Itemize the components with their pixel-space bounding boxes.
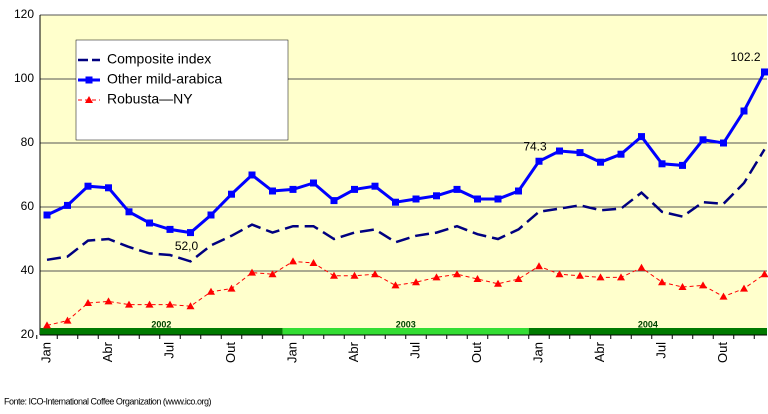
- x-tick-label: Out: [715, 342, 730, 363]
- legend: Composite index Other mild-arabica Robusta…: [76, 40, 288, 140]
- point: [536, 158, 543, 165]
- point: [105, 184, 112, 191]
- point: [228, 191, 235, 198]
- point: [659, 160, 666, 167]
- point: [85, 183, 92, 190]
- point: [679, 162, 686, 169]
- x-tick-label: Out: [223, 342, 238, 363]
- point: [638, 133, 645, 140]
- point: [372, 183, 379, 190]
- point: [86, 77, 93, 84]
- point: [331, 197, 338, 204]
- point: [597, 159, 604, 166]
- point: [351, 186, 358, 193]
- y-tick-label: 80: [21, 135, 35, 149]
- point: [126, 208, 133, 215]
- year-label: 2004: [638, 319, 658, 329]
- y-tick-label: 60: [21, 199, 35, 213]
- point: [44, 212, 51, 219]
- point: [310, 180, 317, 187]
- x-tick-label: Abr: [100, 341, 115, 362]
- data-label: 52,0: [175, 239, 199, 253]
- point: [495, 196, 502, 203]
- legend-label: Composite index: [107, 51, 211, 67]
- x-tick-label: Abr: [346, 341, 361, 362]
- point: [700, 136, 707, 143]
- year-label: 2002: [151, 319, 171, 329]
- point: [290, 186, 297, 193]
- point: [433, 192, 440, 199]
- point: [515, 188, 522, 195]
- point: [454, 186, 461, 193]
- y-tick-label: 100: [14, 71, 34, 85]
- point: [208, 212, 215, 219]
- x-tick-label: Jul: [653, 342, 668, 359]
- point: [577, 149, 584, 156]
- x-tick-label: Jan: [284, 342, 299, 363]
- x-tick-label: Jul: [161, 342, 176, 359]
- y-tick-label: 120: [14, 7, 34, 21]
- point: [761, 68, 768, 75]
- data-label: 74.3: [523, 139, 547, 153]
- y-tick-label: 20: [21, 327, 35, 341]
- point: [474, 196, 481, 203]
- y-tick-label: 40: [21, 263, 35, 277]
- legend-label: Other mild-arabica: [107, 71, 222, 87]
- point: [741, 108, 748, 115]
- point: [146, 220, 153, 227]
- x-tick-label: Jan: [530, 342, 545, 363]
- source-note: Fonte: ICO-International Coffee Organiza…: [4, 396, 211, 406]
- point: [618, 151, 625, 158]
- x-tick-label: Out: [469, 342, 484, 363]
- x-tick-label: Jul: [407, 342, 422, 359]
- point: [249, 172, 256, 179]
- point: [64, 202, 71, 209]
- data-label: 102.2: [730, 50, 760, 64]
- year-label: 2003: [396, 319, 416, 329]
- point: [269, 188, 276, 195]
- legend-label: Robusta—NY: [107, 91, 193, 107]
- point: [720, 140, 727, 147]
- point: [556, 148, 563, 155]
- point: [413, 196, 420, 203]
- point: [392, 199, 399, 206]
- x-tick-label: Jan: [38, 342, 53, 363]
- point: [187, 229, 194, 236]
- point: [167, 226, 174, 233]
- x-tick-label: Abr: [592, 341, 607, 362]
